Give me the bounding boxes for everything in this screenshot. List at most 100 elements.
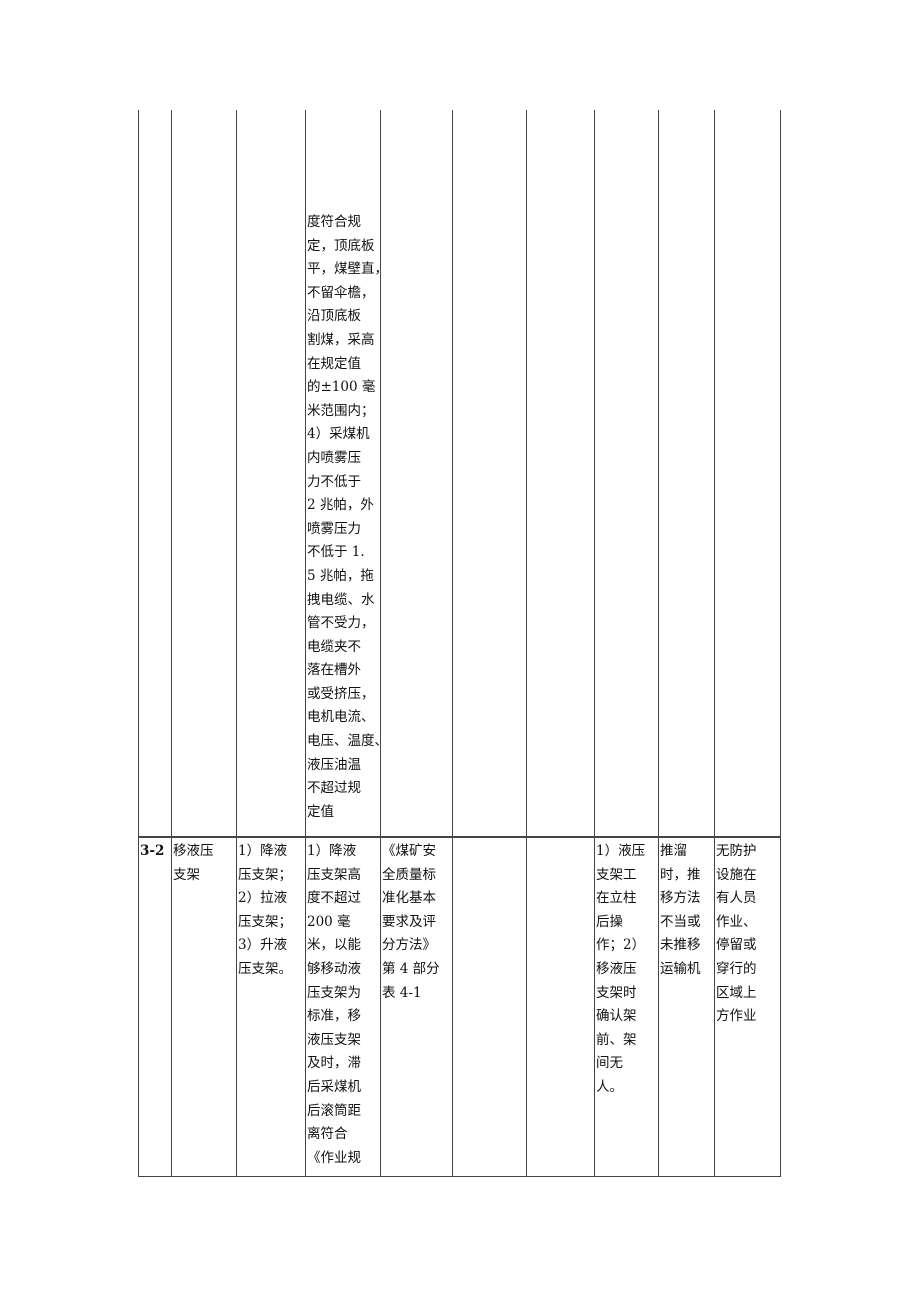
- cell-text-line: 不当或: [660, 913, 701, 930]
- cell-text-line: 在立柱: [596, 890, 637, 907]
- cell-text-line: 管不受力，: [307, 615, 375, 632]
- row-divider: [138, 836, 781, 838]
- cell-text-line: 作；2）: [596, 937, 646, 954]
- cell-text-line: 电机电流、: [307, 709, 375, 726]
- cell-text-line: 标准，移: [307, 1008, 361, 1025]
- cell-text-line: 内喷雾压: [307, 449, 361, 466]
- cell-text-line: 后滚筒距: [307, 1102, 361, 1119]
- cell-text-line: 支架: [173, 866, 200, 883]
- row2-task-cell: 移液压 支架: [173, 840, 214, 887]
- cell-text-line: 米，以能: [307, 937, 361, 954]
- cell-text-line: 液压支架: [307, 1031, 361, 1048]
- cell-text-line: 200 毫: [307, 913, 351, 930]
- cell-text-line: 穿行的: [716, 960, 757, 977]
- cell-text-line: 有人员: [716, 890, 757, 907]
- cell-text-line: 电压、温度、: [307, 733, 388, 750]
- column-divider: [594, 110, 595, 1177]
- cell-text-line: 或受挤压，: [307, 685, 375, 702]
- cell-text-line: 离符合: [307, 1126, 348, 1143]
- cell-text-line: 定值: [307, 803, 334, 820]
- cell-text-line: 2）拉液: [238, 890, 288, 907]
- cell-text-line: 1）降液: [238, 843, 288, 859]
- cell-text-line: 后采煤机: [307, 1078, 361, 1095]
- cell-text-line: 移方法: [660, 890, 701, 907]
- cell-text-line: 压支架；: [238, 913, 292, 930]
- cell-text-line: 在规定值: [307, 355, 361, 372]
- row2-id-cell: 3-2: [140, 843, 165, 859]
- cell-text-line: 1）降液: [307, 843, 357, 859]
- cell-text-line: 分方法》: [382, 937, 436, 954]
- cell-text-line: 平，煤壁直，: [307, 261, 388, 278]
- cell-text-line: 不低于 1.: [307, 544, 365, 561]
- column-divider: [526, 110, 527, 1177]
- row1-standard-cell: 度符合规定，顶底板平，煤壁直， 不留伞檐， 沿顶底板割煤，采高在规定值的±100 毫…: [307, 211, 388, 824]
- cell-text-line: 间无: [596, 1055, 623, 1072]
- cell-text-line: 《煤矿安: [382, 843, 436, 859]
- cell-text-line: 电缆夹不: [307, 638, 361, 655]
- cell-text-line: 作业、: [716, 913, 757, 930]
- cell-text-line: 支架时: [596, 984, 637, 1001]
- cell-text-line: 移液压: [596, 960, 637, 977]
- cell-text-line: 落在槽外: [307, 662, 361, 679]
- cell-text-line: 力不低于: [307, 473, 361, 490]
- cell-text-line: 推溜: [660, 843, 687, 859]
- cell-text-line: 全质量标: [382, 866, 436, 883]
- cell-text-line: 不超过规: [307, 780, 361, 797]
- row2-steps-cell: 1）降液 压支架； 2）拉液 压支架； 3）升液 压支架。: [238, 840, 292, 982]
- row2-basis-cell: 《煤矿安全质量标准化基本要求及评分方法》第 4 部分表 4-1: [382, 840, 440, 1005]
- cell-text-line: 不留伞檐，: [307, 284, 375, 301]
- cell-text-line: 5 兆帕，拖: [307, 567, 374, 584]
- cell-text-line: 度不超过: [307, 890, 361, 907]
- row2-risk-cell: 无防护设施在有人员作业、停留或穿行的区域上方作业: [716, 840, 757, 1029]
- hazard-table: [138, 110, 781, 1177]
- cell-text-line: 设施在: [716, 866, 757, 883]
- column-divider: [714, 110, 715, 1177]
- cell-text-line: 定，顶底板: [307, 237, 375, 254]
- cell-text-line: 人。: [596, 1078, 623, 1095]
- row2-hazard-cell: 推溜时，推移方法不当或未推移运输机: [660, 840, 701, 982]
- cell-text-line: 时，推: [660, 866, 701, 883]
- cell-text-line: 4）采煤机: [307, 426, 370, 443]
- cell-text-line: 前、架: [596, 1031, 637, 1048]
- cell-text-line: 拽电缆、水: [307, 591, 375, 608]
- cell-text-line: 压支架；: [238, 866, 292, 883]
- cell-text-line: 后操: [596, 913, 623, 930]
- column-divider: [305, 110, 306, 1177]
- cell-text-line: 移液压: [173, 843, 214, 859]
- row2-measures-cell: 1）液压支架工在立柱后操作；2） 移液压支架时确认架前、架间无人。: [596, 840, 645, 1100]
- cell-text-line: 2 兆帕，外: [307, 497, 374, 514]
- cell-text-line: 方作业: [716, 1008, 757, 1025]
- cell-text-line: 够移动液: [307, 960, 361, 977]
- cell-text-line: 割煤，采高: [307, 331, 375, 348]
- cell-text-line: 支架工: [596, 866, 637, 883]
- row2-standard-cell: 1）降液压支架高度不超过 200 毫米，以能够移动液压支架为标准，移液压支架及时，…: [307, 840, 361, 1170]
- cell-text-line: 确认架: [596, 1008, 637, 1025]
- cell-text-line: 无防护: [716, 843, 757, 859]
- cell-text-line: 米范围内；: [307, 402, 375, 419]
- cell-text-line: 喷雾压力: [307, 520, 361, 537]
- cell-text-line: 度符合规: [307, 214, 361, 230]
- column-divider: [658, 110, 659, 1177]
- column-divider: [380, 110, 381, 1177]
- cell-text-line: 液压油温: [307, 756, 361, 773]
- cell-text-line: 区域上: [716, 984, 757, 1001]
- cell-text-line: 3）升液: [238, 937, 288, 954]
- cell-text-line: 停留或: [716, 937, 757, 954]
- cell-text-line: 运输机: [660, 960, 701, 977]
- cell-text-line: 及时，滞: [307, 1055, 361, 1072]
- cell-text-line: 表 4-1: [382, 984, 422, 1001]
- column-divider: [452, 110, 453, 1177]
- cell-text-line: 要求及评: [382, 913, 436, 930]
- cell-text-line: 压支架为: [307, 984, 361, 1001]
- cell-text-line: 准化基本: [382, 890, 436, 907]
- cell-text-line: 沿顶底板: [307, 308, 361, 325]
- column-divider: [171, 110, 172, 1177]
- cell-text-line: 1）液压: [596, 843, 646, 859]
- cell-text-line: 压支架高: [307, 866, 361, 883]
- cell-text-line: 第 4 部分: [382, 960, 440, 977]
- cell-text-line: 未推移: [660, 937, 701, 954]
- cell-text-line: 压支架。: [238, 960, 292, 977]
- cell-text-line: 《作业规: [307, 1149, 361, 1166]
- column-divider: [236, 110, 237, 1177]
- cell-text-line: 的±100 毫: [307, 379, 376, 396]
